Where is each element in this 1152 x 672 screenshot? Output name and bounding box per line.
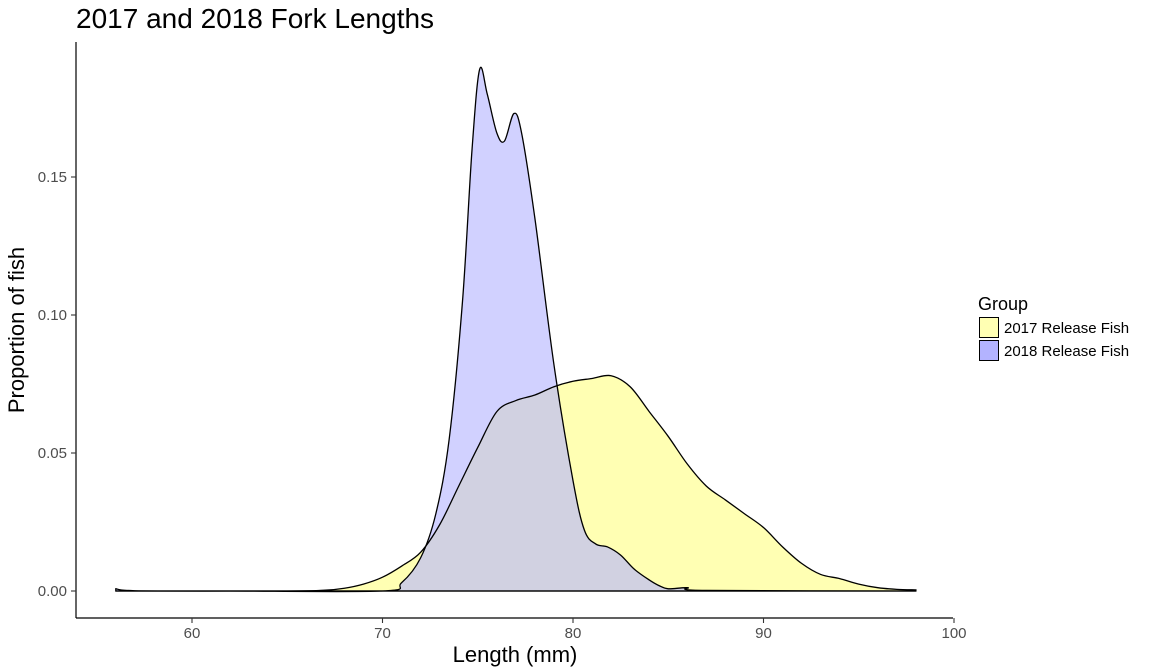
legend-label-1: 2017 Release Fish [1004,320,1129,337]
x-tick-label: 70 [374,625,391,642]
legend-item-1: 2017 Release Fish [979,317,1129,338]
legend-swatch-1 [979,317,999,338]
density-outline-1 [115,374,917,592]
y-tick-label: 0.05 [38,445,67,462]
x-tick-label: 100 [941,625,966,642]
legend-item-2: 2018 Release Fish [979,340,1129,361]
y-tick-label: 0.10 [38,307,67,324]
legend-label-2: 2018 Release Fish [1004,343,1129,360]
plot-area [115,66,917,593]
density-outline-2 [115,66,916,593]
x-axis-title: Length (mm) [453,642,578,667]
legend-swatch-2 [979,340,999,361]
axes: 60 70 80 90 100 0.00 0.05 0.10 0.15 [38,42,967,642]
legend-title: Group [978,294,1028,314]
y-tick-label: 0.00 [38,583,67,600]
density-area-2 [115,67,916,592]
x-tick-label: 60 [184,625,201,642]
x-tick-label: 90 [755,625,772,642]
chart-title: 2017 and 2018 Fork Lengths [76,3,434,34]
y-axis-title: Proportion of fish [4,247,29,413]
y-tick-label: 0.15 [38,169,67,186]
x-tick-label: 80 [565,625,582,642]
legend: Group 2017 Release Fish 2018 Release Fish [978,294,1129,361]
